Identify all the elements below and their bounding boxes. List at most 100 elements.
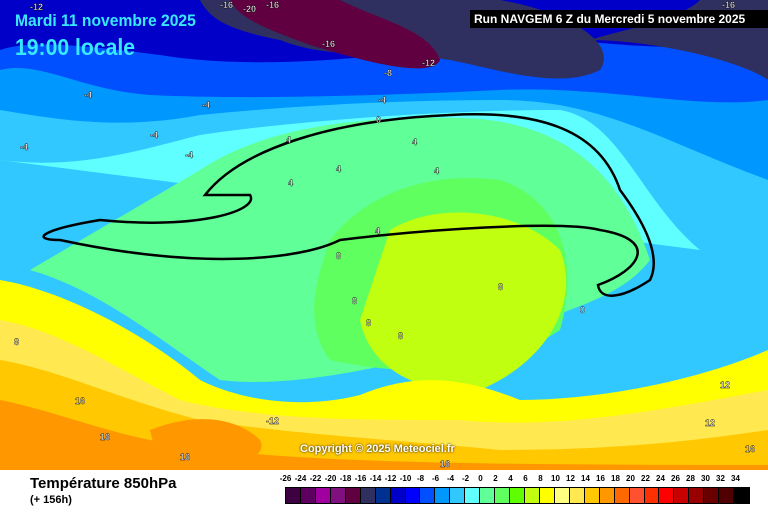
contour-label: -8	[384, 68, 392, 78]
contour-label: 4	[412, 137, 417, 147]
legend-swatch	[300, 488, 316, 503]
contour-label: 16	[440, 459, 450, 469]
footer: Température 850hPa (+ 156h) -26 -24 -22 -20…	[0, 470, 768, 512]
contour-label: -12	[30, 2, 43, 12]
legend-label: 10	[551, 474, 560, 483]
legend-label: 26	[671, 474, 680, 483]
legend-swatch	[629, 488, 645, 503]
legend-label: 28	[686, 474, 695, 483]
legend-label: -4	[446, 474, 455, 483]
legend-label: 22	[641, 474, 650, 483]
legend-label: 30	[701, 474, 710, 483]
contour-label: -4	[150, 130, 158, 140]
contour-label: 4	[286, 135, 291, 145]
contour-label: 16	[180, 452, 190, 462]
legend-swatch	[330, 488, 346, 503]
contour-label: 8	[14, 337, 19, 347]
legend-label: -22	[309, 474, 322, 483]
legend-label: -24	[294, 474, 307, 483]
forecast-time: 19:00 locale	[15, 34, 135, 60]
legend-swatch	[286, 488, 301, 503]
legend-label: -20	[324, 474, 337, 483]
contour-label: 12	[705, 418, 715, 428]
contour-labels: -12 -16 -20 -16 -16 -12 -8 -16 -4 -4 -4 -4 -4 -4 0 4 4 4 4…	[14, 0, 755, 469]
legend-swatch	[315, 488, 331, 503]
legend-label: -12	[384, 474, 397, 483]
contour-label: -4	[185, 150, 193, 160]
legend-label: -18	[339, 474, 352, 483]
legend-swatch	[704, 488, 720, 503]
contour-label: -16	[266, 0, 279, 10]
contour-label: 8	[398, 331, 403, 341]
legend-swatch	[525, 488, 540, 503]
contour-label: -16	[322, 39, 335, 49]
legend-swatch	[390, 488, 406, 503]
contour-label: 8	[498, 282, 503, 292]
copyright: Copyright © 2025 Meteociel.fr	[300, 443, 455, 455]
legend-label: -16	[354, 474, 367, 483]
legend-swatch	[599, 488, 615, 503]
contour-label: -4	[378, 95, 386, 105]
legend-swatch	[569, 488, 585, 503]
legend-swatch	[450, 488, 466, 503]
legend-swatch	[674, 488, 690, 503]
contour-label: 4	[336, 164, 341, 174]
legend-swatch	[360, 488, 376, 503]
legend-swatch	[435, 488, 451, 503]
legend-swatch	[584, 488, 600, 503]
legend-label: -8	[416, 474, 425, 483]
temperature-map: -12 -16 -20 -16 -16 -12 -8 -16 -4 -4 -4 -4 -4 -4 0 4 4 4 4…	[0, 0, 768, 470]
contour-label: 8	[352, 296, 357, 306]
contour-label: 16	[745, 444, 755, 454]
contour-label: -16	[220, 0, 233, 10]
legend-label: -6	[431, 474, 440, 483]
legend-swatch	[554, 488, 570, 503]
forecast-offset: (+ 156h)	[30, 494, 72, 506]
legend-swatch	[539, 488, 555, 503]
legend-swatch	[420, 488, 436, 503]
legend-label: 24	[656, 474, 665, 483]
contour-label: 0	[376, 115, 381, 125]
contour-label: -16	[722, 0, 735, 10]
legend-swatch	[465, 488, 481, 503]
legend-label: 8	[538, 474, 543, 483]
legend-label: 4	[508, 474, 513, 483]
legend-label: -10	[399, 474, 412, 483]
color-legend: -26 -24 -22 -20 -18 -16 -14 -12 -10 -8 -6 -4 -2 0 2 4 6 8…	[280, 474, 750, 504]
contour-label: -4	[202, 100, 210, 110]
contour-label: 4	[375, 226, 380, 236]
legend-label: 20	[626, 474, 635, 483]
contour-label: 16	[75, 396, 85, 406]
legend-label: -26	[279, 474, 292, 483]
legend-swatch	[719, 488, 735, 503]
legend-label: 12	[566, 474, 575, 483]
contour-label: 12	[720, 380, 730, 390]
contour-label: 4	[434, 166, 439, 176]
legend-label: 18	[611, 474, 620, 483]
contour-label: -12	[266, 416, 279, 426]
legend-label: 34	[731, 474, 740, 483]
legend-label: -14	[369, 474, 382, 483]
contour-label: 8	[366, 318, 371, 328]
contour-label: 8	[336, 251, 341, 261]
contour-label: -4	[20, 142, 28, 152]
legend-label: 0	[478, 474, 483, 483]
forecast-date: Mardi 11 novembre 2025	[15, 11, 196, 30]
legend-label: 16	[596, 474, 605, 483]
legend-swatch	[495, 488, 511, 503]
legend-label: 32	[716, 474, 725, 483]
legend-swatch	[480, 488, 496, 503]
legend-swatch	[644, 488, 660, 503]
legend-swatch	[405, 488, 421, 503]
legend-label: 6	[523, 474, 528, 483]
contour-label: -12	[422, 58, 435, 68]
legend-swatch	[375, 488, 391, 503]
map-title: Température 850hPa	[30, 475, 177, 492]
legend-label: 2	[493, 474, 498, 483]
legend-swatch	[659, 488, 675, 503]
legend-swatch	[614, 488, 630, 503]
legend-swatch	[689, 488, 705, 503]
contour-label: 0	[580, 305, 585, 315]
contour-label: 16	[100, 432, 110, 442]
run-info: Run NAVGEM 6 Z du Mercredi 5 novembre 20…	[470, 10, 768, 28]
